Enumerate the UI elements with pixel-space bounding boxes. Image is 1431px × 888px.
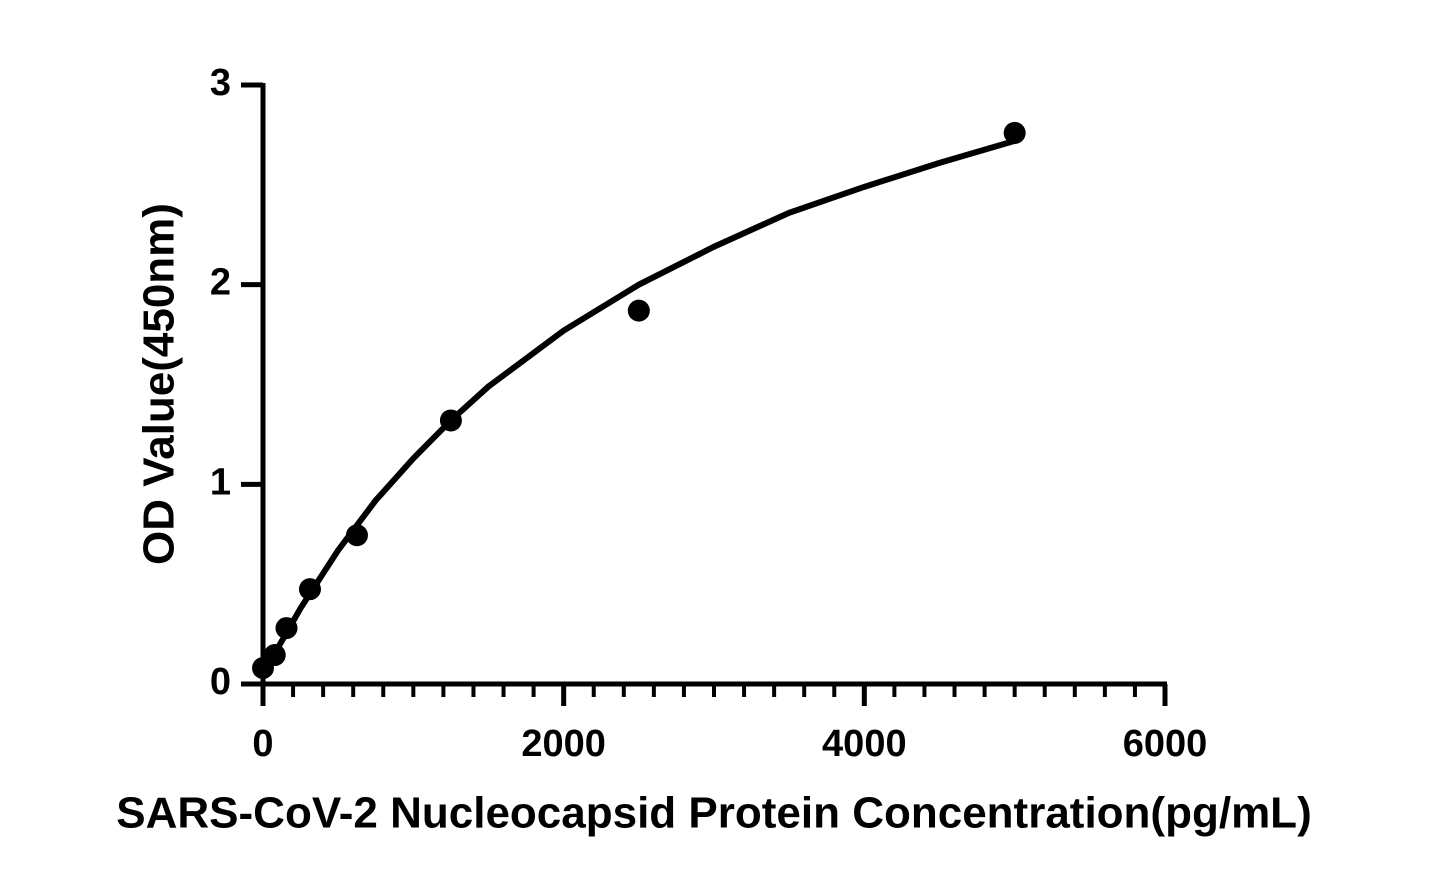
y-tick-label: 2 [210,262,231,304]
y-tick-label: 0 [210,661,231,703]
fit-curve [260,138,1016,676]
x-tick-label: 2000 [521,723,606,765]
x-axis-label: SARS-CoV-2 Nucleocapsid Protein Concentr… [116,789,1311,838]
x-tick-label: 4000 [822,723,907,765]
y-axis-label: OD Value(450nm) [135,203,184,565]
y-tick-label: 3 [210,62,231,104]
data-point [1003,121,1026,144]
data-point [627,299,650,322]
x-tick-label: 6000 [1123,723,1208,765]
x-tick-label: 0 [252,723,273,765]
y-tick-label: 1 [210,461,231,503]
